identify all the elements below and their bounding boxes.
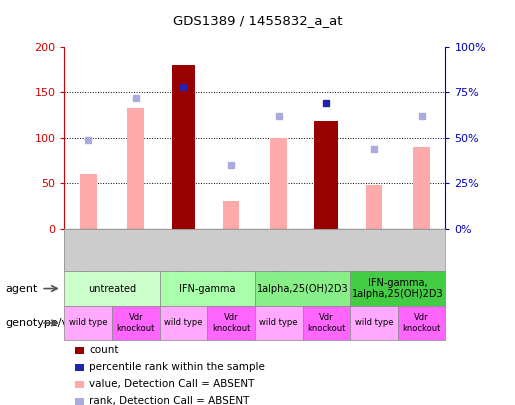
Bar	[80, 174, 96, 229]
Bar	[171, 65, 195, 229]
Text: IFN-gamma: IFN-gamma	[179, 284, 235, 294]
Text: 1alpha,25(OH)2D3: 1alpha,25(OH)2D3	[257, 284, 348, 294]
Bar	[414, 147, 430, 229]
Bar	[315, 122, 338, 229]
Bar	[366, 185, 382, 229]
Text: Vdr
knockout: Vdr knockout	[116, 313, 155, 333]
Text: percentile rank within the sample: percentile rank within the sample	[89, 362, 265, 372]
Text: agent: agent	[5, 284, 38, 294]
Text: rank, Detection Call = ABSENT: rank, Detection Call = ABSENT	[89, 396, 249, 405]
Text: Vdr
knockout: Vdr knockout	[402, 313, 441, 333]
Text: wild type: wild type	[355, 318, 393, 328]
Bar	[128, 108, 144, 229]
Text: Vdr
knockout: Vdr knockout	[212, 313, 250, 333]
Bar	[223, 201, 239, 229]
Text: untreated: untreated	[88, 284, 136, 294]
Text: value, Detection Call = ABSENT: value, Detection Call = ABSENT	[89, 379, 254, 389]
Text: GDS1389 / 1455832_a_at: GDS1389 / 1455832_a_at	[173, 14, 342, 27]
Bar	[270, 138, 287, 229]
Text: IFN-gamma,
1alpha,25(OH)2D3: IFN-gamma, 1alpha,25(OH)2D3	[352, 278, 443, 299]
Text: wild type: wild type	[69, 318, 108, 328]
Text: count: count	[89, 345, 118, 355]
Text: genotype/variation: genotype/variation	[5, 318, 111, 328]
Text: wild type: wild type	[164, 318, 203, 328]
Text: wild type: wild type	[260, 318, 298, 328]
Text: Vdr
knockout: Vdr knockout	[307, 313, 346, 333]
